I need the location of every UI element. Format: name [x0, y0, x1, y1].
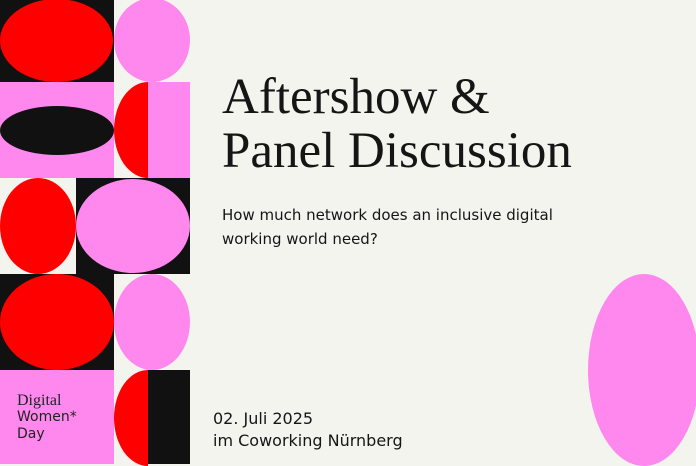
pattern-red-ellipse [0, 274, 114, 370]
event-location: im Coworking Nürnberg [213, 431, 403, 450]
event-date: 02. Juli 2025 [213, 409, 314, 428]
pattern-red-half-ellipse [114, 82, 148, 178]
title-line-2: Panel Discussion [222, 123, 572, 179]
pattern-pink-ellipse [76, 179, 190, 273]
pattern-red-ellipse [0, 178, 76, 274]
event-title: Aftershow & Panel Discussion [222, 70, 572, 178]
event-details: 02. Juli 2025 im Coworking Nürnberg [213, 408, 403, 452]
decorative-pink-ellipse [588, 274, 696, 466]
pattern-red-ellipse [0, 0, 113, 82]
logo-line-3: Day [17, 426, 45, 442]
pattern-black-block [148, 370, 190, 464]
logo-line-1: Digital [17, 392, 62, 409]
event-subtitle: How much network does an inclusive digit… [222, 206, 553, 248]
pattern-pink-ellipse [114, 0, 190, 82]
logo-block [0, 370, 114, 464]
pattern-pink-ellipse [114, 274, 190, 370]
pattern-pink-block [148, 82, 190, 178]
title-line-1: Aftershow & [222, 69, 490, 125]
pattern-red-half-ellipse [114, 370, 148, 466]
digital-women-day-logo: Digital Women* Day [17, 392, 77, 443]
logo-line-2: Women* [17, 409, 77, 425]
pattern-black-ellipse [0, 106, 114, 155]
